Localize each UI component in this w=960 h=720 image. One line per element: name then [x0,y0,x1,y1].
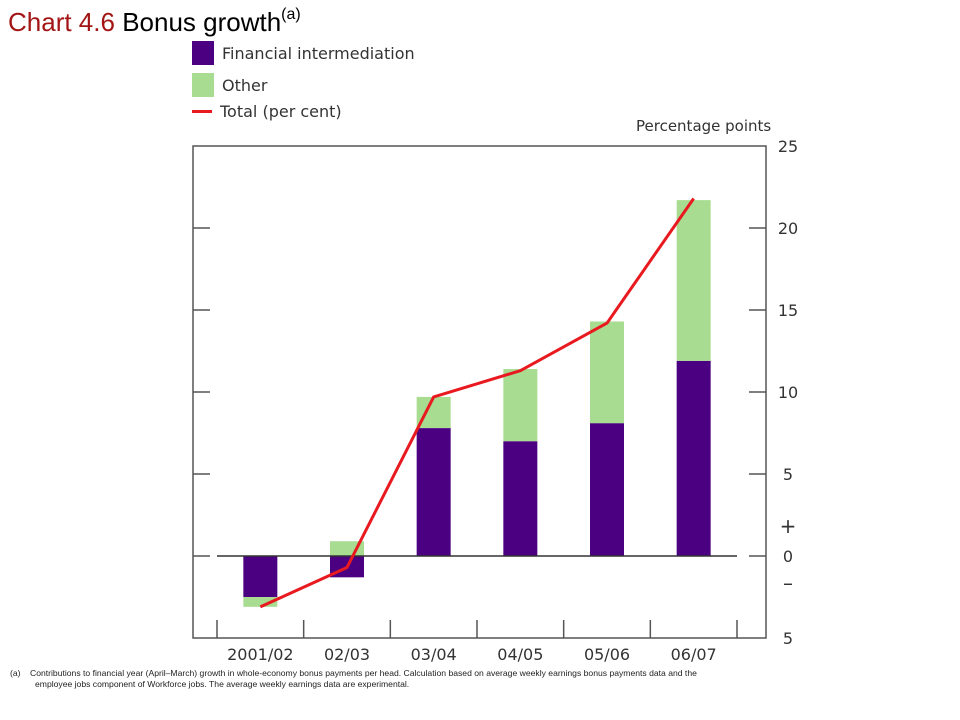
y-tick-label: 15 [778,301,798,320]
footnote-line-2: employee jobs component of Workforce job… [35,679,410,689]
y-tick-label: 20 [778,219,798,238]
y-tick-label: 5 [783,465,793,484]
minus-sign-marker: – [783,571,793,595]
x-tick-label: 06/07 [671,645,717,664]
bar-other [503,369,538,442]
bar-financial [416,428,451,556]
plus-sign-marker: + [780,514,797,538]
bar-other [676,200,711,361]
bar-financial [676,360,711,556]
legend-swatch-financial [192,41,214,65]
y-tick-label: 25 [778,137,798,156]
chart-number: Chart 4.6 [8,7,115,37]
legend-line-total [192,109,212,113]
bar-financial [590,423,624,556]
legend-label-financial: Financial intermediation [222,43,415,63]
footnote-marker: (a) [10,668,21,678]
legend-label-other: Other [222,75,268,95]
legend-item-other: Other [192,72,267,98]
bar-other [590,321,624,424]
x-tick-label: 2001/02 [227,645,293,664]
bar-other [243,597,278,607]
legend-item-financial: Financial intermediation [192,40,415,66]
x-tick-label: 02/03 [324,645,370,664]
y-tick-label: 0 [783,547,793,566]
legend-item-total: Total (per cent) [192,98,342,124]
y-axis-unit-label: Percentage points [636,117,772,135]
bar-financial [243,556,278,597]
legend-label-total: Total (per cent) [220,101,342,121]
x-tick-label: 04/05 [497,645,543,664]
y-tick-label: 5 [783,629,793,648]
chart-title: Chart 4.6 Bonus growth(a) [8,6,301,38]
footnote-line-1: Contributions to financial year (April–M… [30,668,697,678]
title-footnote-marker: (a) [281,6,301,23]
total-series-line [259,197,695,609]
legend-swatch-other [192,73,214,97]
x-tick-label: 05/06 [584,645,630,664]
bar-financial [503,441,538,556]
x-tick-label: 03/04 [411,645,457,664]
y-tick-label: 10 [778,383,798,402]
chart-title-text: Bonus growth [122,7,282,37]
bar-other [416,396,451,429]
